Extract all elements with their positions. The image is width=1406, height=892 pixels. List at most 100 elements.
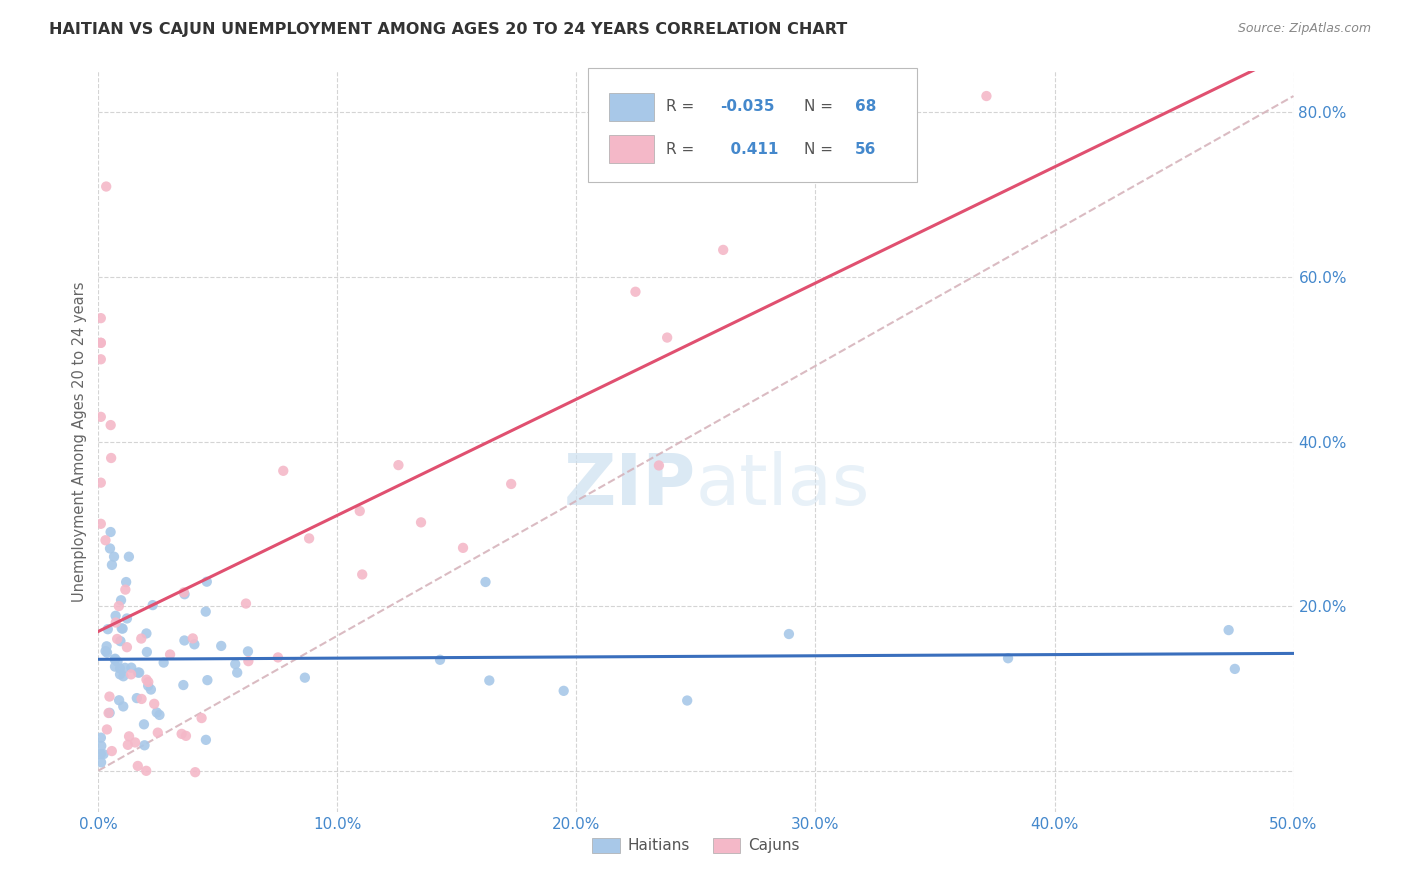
Point: [97, 622, 120, 636]
Point: [451, 541, 474, 555]
Point: [131, 692, 153, 706]
Point: [173, 633, 195, 648]
Point: [90, 731, 112, 745]
Point: [104, 651, 127, 665]
Point: [172, 678, 194, 692]
Point: [114, 582, 136, 597]
Point: [976, 89, 998, 103]
Legend: Haitians, Cajuns: Haitians, Cajuns: [586, 831, 806, 860]
Point: [111, 622, 134, 636]
Point: [96, 646, 118, 660]
Point: [195, 673, 218, 687]
Point: [146, 706, 169, 720]
Point: [135, 764, 157, 778]
Point: [224, 657, 246, 671]
Text: 0.411: 0.411: [720, 142, 779, 157]
Text: R =: R =: [666, 99, 699, 114]
Point: [657, 330, 679, 344]
Point: [128, 665, 150, 680]
Point: [118, 549, 141, 564]
Point: [115, 640, 138, 655]
Point: [501, 477, 523, 491]
Point: [94, 644, 117, 658]
Y-axis label: Unemployment Among Ages 20 to 24 years: Unemployment Among Ages 20 to 24 years: [72, 281, 87, 602]
Point: [127, 759, 149, 773]
Point: [135, 645, 157, 659]
Point: [105, 632, 128, 646]
Point: [90, 739, 112, 753]
Point: [108, 693, 131, 707]
Point: [409, 516, 432, 530]
Point: [110, 634, 132, 648]
Point: [478, 673, 501, 688]
Point: [90, 311, 112, 326]
Point: [112, 699, 135, 714]
Point: [103, 549, 125, 564]
Point: [96, 179, 118, 194]
Point: [474, 574, 496, 589]
Point: [136, 675, 159, 690]
Point: [98, 706, 121, 720]
Point: [170, 727, 193, 741]
Point: [236, 644, 259, 658]
Point: [676, 693, 699, 707]
Point: [624, 285, 647, 299]
Point: [115, 575, 138, 590]
Point: [146, 725, 169, 739]
Point: [108, 667, 131, 681]
Point: [173, 587, 195, 601]
Point: [235, 597, 257, 611]
Point: [174, 729, 197, 743]
Point: [135, 673, 157, 687]
Point: [120, 661, 142, 675]
Text: Source: ZipAtlas.com: Source: ZipAtlas.com: [1237, 22, 1371, 36]
Point: [98, 690, 121, 704]
Point: [110, 593, 132, 607]
Point: [997, 651, 1019, 665]
Point: [267, 650, 290, 665]
Point: [104, 659, 127, 673]
Point: [134, 739, 156, 753]
Point: [553, 683, 575, 698]
Point: [135, 626, 157, 640]
Text: ZIP: ZIP: [564, 451, 696, 520]
Point: [181, 632, 204, 646]
Point: [173, 585, 195, 599]
Point: [294, 671, 316, 685]
Text: 56: 56: [855, 142, 876, 157]
Point: [90, 516, 112, 531]
Point: [112, 669, 135, 683]
Point: [893, 115, 915, 129]
Point: [97, 706, 120, 720]
Point: [104, 608, 127, 623]
Point: [118, 730, 141, 744]
Point: [101, 558, 124, 572]
Point: [1223, 662, 1246, 676]
Point: [100, 418, 122, 433]
Text: HAITIAN VS CAJUN UNEMPLOYMENT AMONG AGES 20 TO 24 YEARS CORRELATION CHART: HAITIAN VS CAJUN UNEMPLOYMENT AMONG AGES…: [49, 22, 848, 37]
Point: [98, 541, 121, 556]
Point: [94, 533, 117, 548]
Point: [429, 653, 451, 667]
Point: [184, 765, 207, 780]
Point: [298, 532, 321, 546]
Point: [107, 655, 129, 669]
Point: [387, 458, 409, 472]
Point: [190, 711, 212, 725]
Point: [143, 697, 166, 711]
Point: [238, 654, 260, 668]
Point: [108, 599, 131, 613]
Text: 68: 68: [855, 99, 876, 114]
Point: [142, 598, 165, 612]
Point: [125, 691, 148, 706]
Point: [90, 409, 112, 424]
Point: [127, 665, 149, 680]
Point: [778, 627, 800, 641]
Point: [111, 621, 134, 635]
Point: [152, 656, 174, 670]
Point: [117, 738, 139, 752]
Point: [271, 464, 294, 478]
Point: [194, 605, 217, 619]
Text: N =: N =: [804, 99, 838, 114]
Point: [209, 639, 232, 653]
